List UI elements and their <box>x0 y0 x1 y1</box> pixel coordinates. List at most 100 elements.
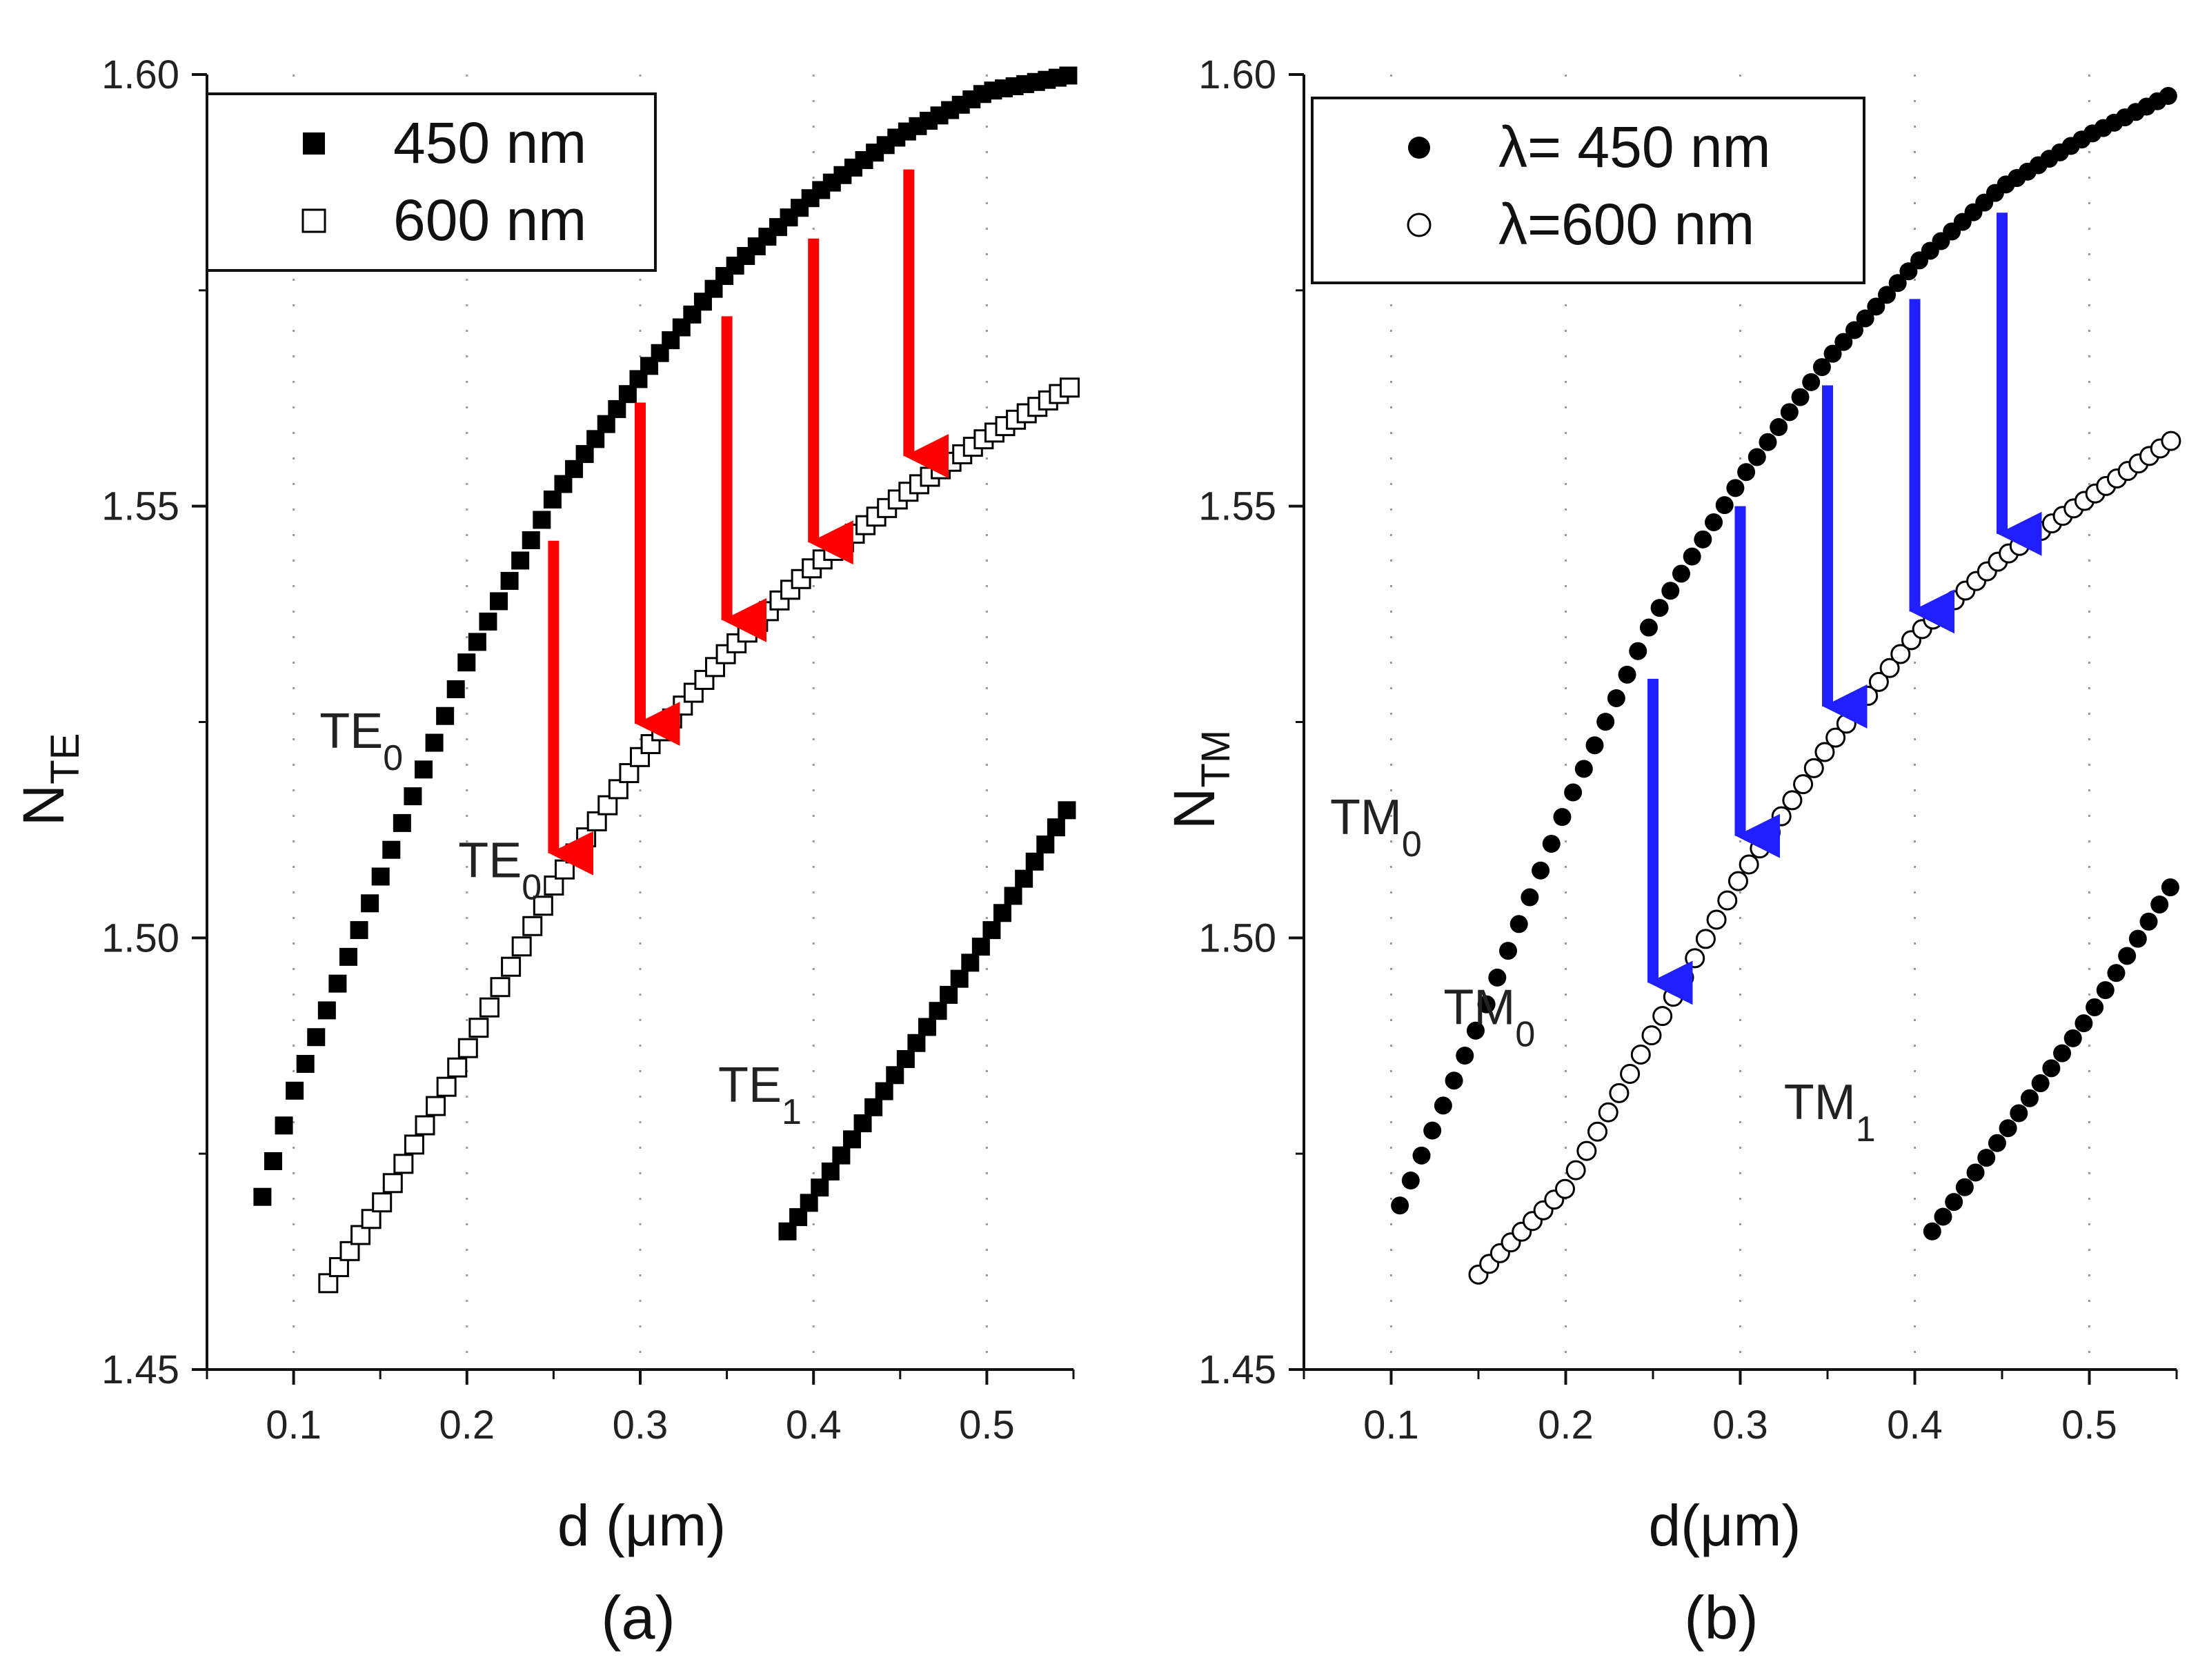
data-point-a-0-24 <box>511 551 530 570</box>
data-point-a-0-0 <box>253 1187 272 1206</box>
annotations-b: TM0 TM0 TM1 <box>1330 790 1876 1149</box>
data-point-b-0-1 <box>1401 1172 1420 1190</box>
data-point-b-2-0 <box>1923 1222 1941 1241</box>
data-point-b-0-30 <box>1715 496 1734 515</box>
data-point-b-0-23 <box>1639 618 1658 637</box>
data-point-a-2-16 <box>950 969 969 988</box>
data-point-a-0-34 <box>618 385 637 404</box>
axes-a: 1.45 1.50 1.55 1.60 0.1 0.2 0.3 0.4 0.5 <box>101 52 1075 1447</box>
data-point-b-2-16 <box>2096 981 2115 1000</box>
data-point-b-0-8 <box>1477 995 1496 1014</box>
data-point-b-0-41 <box>1834 333 1853 351</box>
arrows-b <box>1647 213 2042 1005</box>
y-axis-label-a: NTE <box>11 733 88 827</box>
data-point-a-0-29 <box>565 459 584 478</box>
data-point-b-1-20 <box>1685 948 1705 969</box>
data-point-a-1-6 <box>382 1173 403 1194</box>
mode-label-a-0: TE0 <box>319 704 403 778</box>
y-tick-label-b-2: 1.55 <box>1198 484 1276 529</box>
data-point-b-0-29 <box>1705 513 1723 531</box>
data-point-a-1-7 <box>393 1154 414 1174</box>
y-axis-label-main-b: N <box>1162 788 1227 830</box>
data-point-a-0-26 <box>533 511 551 529</box>
data-point-a-1-14 <box>468 1018 489 1038</box>
data-point-b-2-9 <box>2020 1089 2039 1107</box>
data-point-b-1-9 <box>1565 1160 1586 1180</box>
svg-text:NTM: NTM <box>1162 730 1238 829</box>
x-tick-label-b-4: 0.5 <box>2061 1403 2117 1447</box>
data-point-b-2-15 <box>2086 998 2104 1016</box>
data-point-b-1-11 <box>1587 1121 1608 1142</box>
data-point-b-0-18 <box>1585 736 1604 755</box>
y-tick-label-a-1: 1.50 <box>101 916 179 960</box>
data-point-a-2-22 <box>1015 869 1033 888</box>
data-point-a-0-19 <box>457 653 476 672</box>
panel-b: TM0 TM0 TM1 1.45 1.50 1.55 1.60 0.1 0.2 0.3 0.4 0.… <box>1162 52 2181 1652</box>
data-point-a-0-12 <box>382 840 401 859</box>
data-point-a-0-11 <box>371 867 390 886</box>
data-point-a-1-13 <box>457 1038 478 1058</box>
data-point-b-0-32 <box>1737 463 1756 482</box>
x-tick-label-a-2: 0.3 <box>613 1403 669 1447</box>
legend-marker-b-1 <box>1407 213 1432 237</box>
data-point-b-1-25 <box>1739 854 1759 875</box>
data-point-a-0-8 <box>339 947 357 966</box>
data-point-a-0-30 <box>575 445 594 464</box>
data-point-a-2-6 <box>842 1130 861 1149</box>
data-point-b-1-37 <box>1868 671 1889 692</box>
data-point-a-2-10 <box>886 1066 904 1085</box>
data-point-a-1-20 <box>533 896 553 916</box>
legend-box-b <box>1311 97 1865 284</box>
y-axis-label-main-a: N <box>11 784 76 827</box>
data-point-b-0-44 <box>1867 297 1885 316</box>
y-tick-label-a-0: 1.45 <box>101 1347 179 1392</box>
data-point-b-0-71 <box>2159 87 2177 106</box>
data-point-a-1-4 <box>361 1209 382 1229</box>
y-axis-label-b: NTM <box>1162 730 1238 829</box>
x-tick-label-b-0: 0.1 <box>1363 1403 1419 1447</box>
data-point-b-1-38 <box>1879 658 1900 678</box>
data-point-b-0-21 <box>1618 665 1636 684</box>
data-point-b-1-13 <box>1609 1083 1630 1103</box>
series-b <box>1391 87 2181 1285</box>
data-point-b-1-17 <box>1652 1006 1673 1027</box>
y-axis-label-sub-a: TE <box>43 733 88 784</box>
data-point-a-1-28 <box>619 763 640 784</box>
data-point-b-2-4 <box>1966 1163 1985 1182</box>
data-point-a-2-12 <box>907 1034 926 1052</box>
data-point-b-1-10 <box>1576 1140 1597 1161</box>
data-point-b-0-38 <box>1802 373 1821 391</box>
data-point-b-0-27 <box>1683 547 1701 566</box>
data-point-b-0-15 <box>1553 808 1572 827</box>
data-point-a-2-24 <box>1036 835 1055 853</box>
legend-label-a-1: 600 nm <box>393 188 586 253</box>
data-point-b-2-3 <box>1955 1178 1974 1196</box>
data-point-a-0-33 <box>608 399 626 418</box>
data-point-a-1-21 <box>544 876 564 896</box>
x-tick-label-b-3: 0.4 <box>1887 1403 1943 1447</box>
data-point-a-1-1 <box>328 1257 349 1278</box>
y-tick-label-b-0: 1.45 <box>1198 1347 1276 1392</box>
data-point-a-0-4 <box>296 1055 315 1074</box>
data-point-b-0-37 <box>1791 388 1810 406</box>
data-point-a-2-25 <box>1047 818 1065 837</box>
data-point-a-1-0 <box>318 1273 339 1294</box>
data-point-b-0-3 <box>1423 1121 1442 1140</box>
data-point-a-1-16 <box>490 977 511 998</box>
legend-marker-a-0 <box>303 132 325 155</box>
data-point-a-0-13 <box>393 813 411 832</box>
data-point-a-0-31 <box>586 430 605 448</box>
data-point-a-2-14 <box>929 1002 947 1020</box>
data-point-a-0-27 <box>543 491 562 509</box>
data-point-b-0-22 <box>1629 642 1647 660</box>
data-point-a-2-26 <box>1058 801 1076 820</box>
data-point-b-0-42 <box>1845 321 1863 339</box>
data-point-b-1-64 <box>2161 431 2181 451</box>
data-point-b-1-8 <box>1554 1178 1575 1199</box>
legend-a: 450 nm 600 nm <box>206 92 657 272</box>
data-point-b-0-25 <box>1661 582 1680 600</box>
data-point-a-2-11 <box>896 1050 915 1069</box>
data-point-b-0-5 <box>1445 1071 1463 1090</box>
data-point-b-0-40 <box>1823 344 1842 363</box>
